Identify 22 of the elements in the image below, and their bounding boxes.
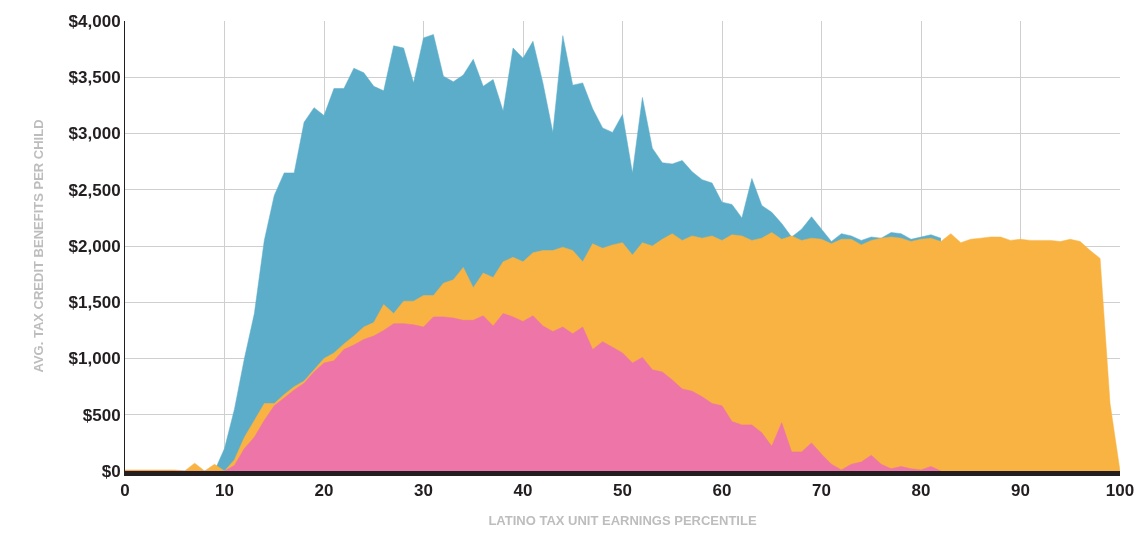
x-tick-label: 10: [215, 481, 234, 501]
x-tick-label: 80: [911, 481, 931, 501]
y-tick-label: $3,000: [68, 124, 121, 144]
y-tick-label: $500: [82, 405, 121, 425]
y-tick-label: $3,500: [68, 68, 121, 88]
x-tick-label: 0: [120, 481, 130, 501]
x-axis-title: LATINO TAX UNIT EARNINGS PERCENTILE: [488, 513, 757, 528]
y-tick-label: $4,000: [68, 11, 121, 31]
y-tick-label: $1,000: [68, 349, 121, 369]
x-tick-label: 30: [414, 481, 433, 501]
x-tick-label: 70: [812, 481, 831, 501]
y-tick-label: $2,000: [68, 236, 121, 256]
x-tick-label: 20: [314, 481, 334, 501]
y-tick-label: $1,500: [68, 293, 121, 313]
x-tick-label: 90: [1011, 481, 1030, 501]
y-tick-label: $0: [101, 461, 121, 481]
y-axis-title: AVG. TAX CREDIT BENEFITS PER CHILD: [30, 119, 46, 373]
x-tick-label: 60: [712, 481, 732, 501]
x-tick-label: 50: [613, 481, 632, 501]
y-tick-label: $2,500: [68, 180, 121, 200]
x-tick-label: 40: [513, 481, 533, 501]
x-tick-label: 100: [1105, 481, 1135, 501]
